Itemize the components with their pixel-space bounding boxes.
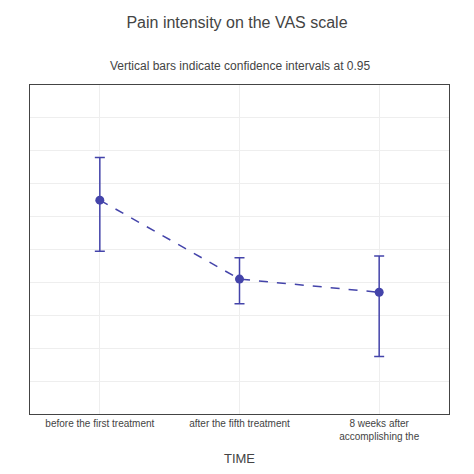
svg-text:TIME: TIME (224, 451, 255, 466)
svg-text:Vertical bars indicate confide: Vertical bars indicate confidence interv… (110, 59, 370, 73)
svg-text:8 weeks afteraccomplishing the: 8 weeks afteraccomplishing the (339, 418, 419, 442)
svg-text:after the fifth treatment: after the fifth treatment (189, 418, 290, 429)
svg-text:Pain intensity on the VAS scal: Pain intensity on the VAS scale (126, 14, 347, 31)
svg-text:before the first treatment: before the first treatment (45, 418, 154, 429)
